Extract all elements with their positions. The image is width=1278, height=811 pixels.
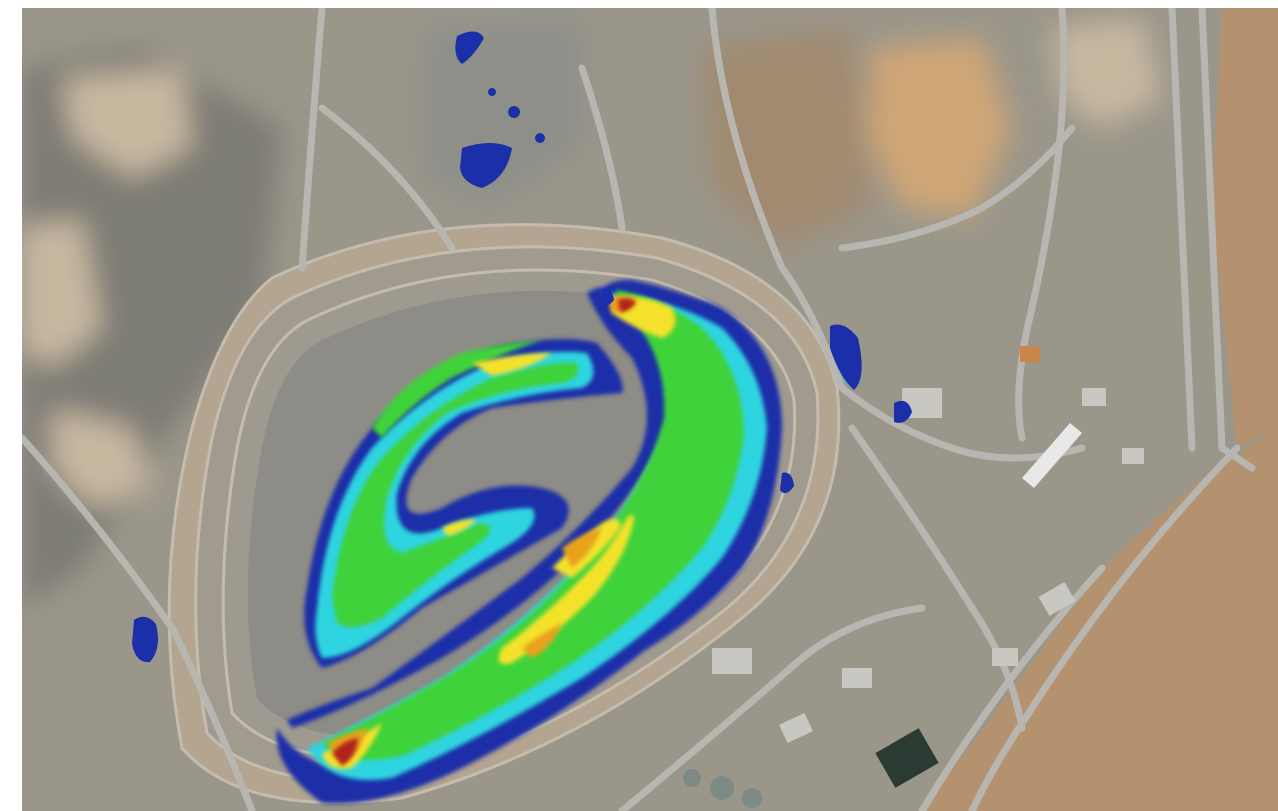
desert-area <box>922 428 1278 811</box>
desert-strip <box>1212 8 1278 448</box>
heatmap-overlay <box>132 31 912 804</box>
map-canvas <box>22 8 1278 811</box>
facility-buildings <box>712 388 1144 743</box>
aerial-map[interactable] <box>22 8 1278 811</box>
road-network <box>22 8 1256 811</box>
terrain-texture <box>22 18 1162 608</box>
settling-ponds <box>683 346 1040 808</box>
